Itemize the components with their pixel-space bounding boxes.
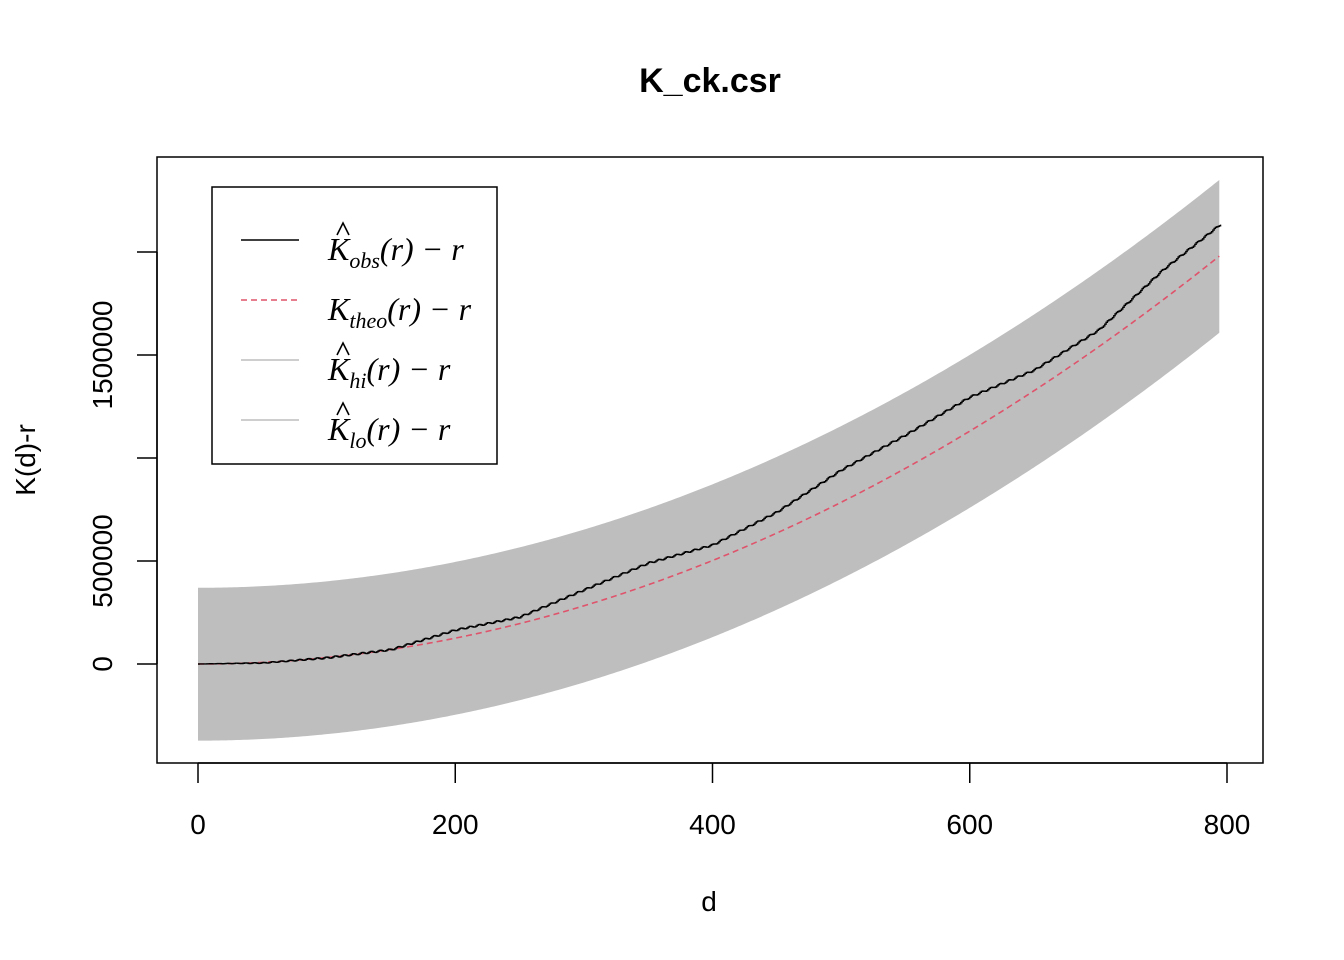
hat-accent-icon xyxy=(336,341,350,356)
envelope-band xyxy=(198,179,1220,741)
x-tick-label: 600 xyxy=(946,809,993,840)
x-axis-label: d xyxy=(701,886,717,917)
y-axis: 0 500000 1500000 xyxy=(87,251,158,672)
hat-accent-icon xyxy=(336,401,350,416)
legend-label-lo: Klo(r) − r xyxy=(327,411,451,453)
x-tick-label: 0 xyxy=(190,809,206,840)
chart-title: K_ck.csr xyxy=(639,62,781,100)
legend-box xyxy=(211,186,498,465)
plot-area xyxy=(197,179,1222,741)
y-tick-label: 500000 xyxy=(87,514,118,607)
legend-label-obs: Kobs(r) − r xyxy=(327,231,464,273)
y-tick-label: 1500000 xyxy=(87,300,118,409)
x-tick-label: 800 xyxy=(1204,809,1251,840)
x-tick-label: 200 xyxy=(432,809,479,840)
legend: Kobs(r) − r Ktheo(r) − r Khi(r) − r Klo(r) … xyxy=(211,186,498,465)
hat-accent-icon xyxy=(336,221,350,236)
y-tick-label: 0 xyxy=(87,656,118,672)
y-axis-label: K(d)-r xyxy=(10,424,41,496)
x-tick-label: 400 xyxy=(689,809,736,840)
x-axis: 0 200 400 600 800 xyxy=(190,762,1251,840)
legend-label-hi: Khi(r) − r xyxy=(327,351,451,393)
obs-line xyxy=(198,224,1222,665)
legend-label-theo: Ktheo(r) − r xyxy=(327,291,472,333)
